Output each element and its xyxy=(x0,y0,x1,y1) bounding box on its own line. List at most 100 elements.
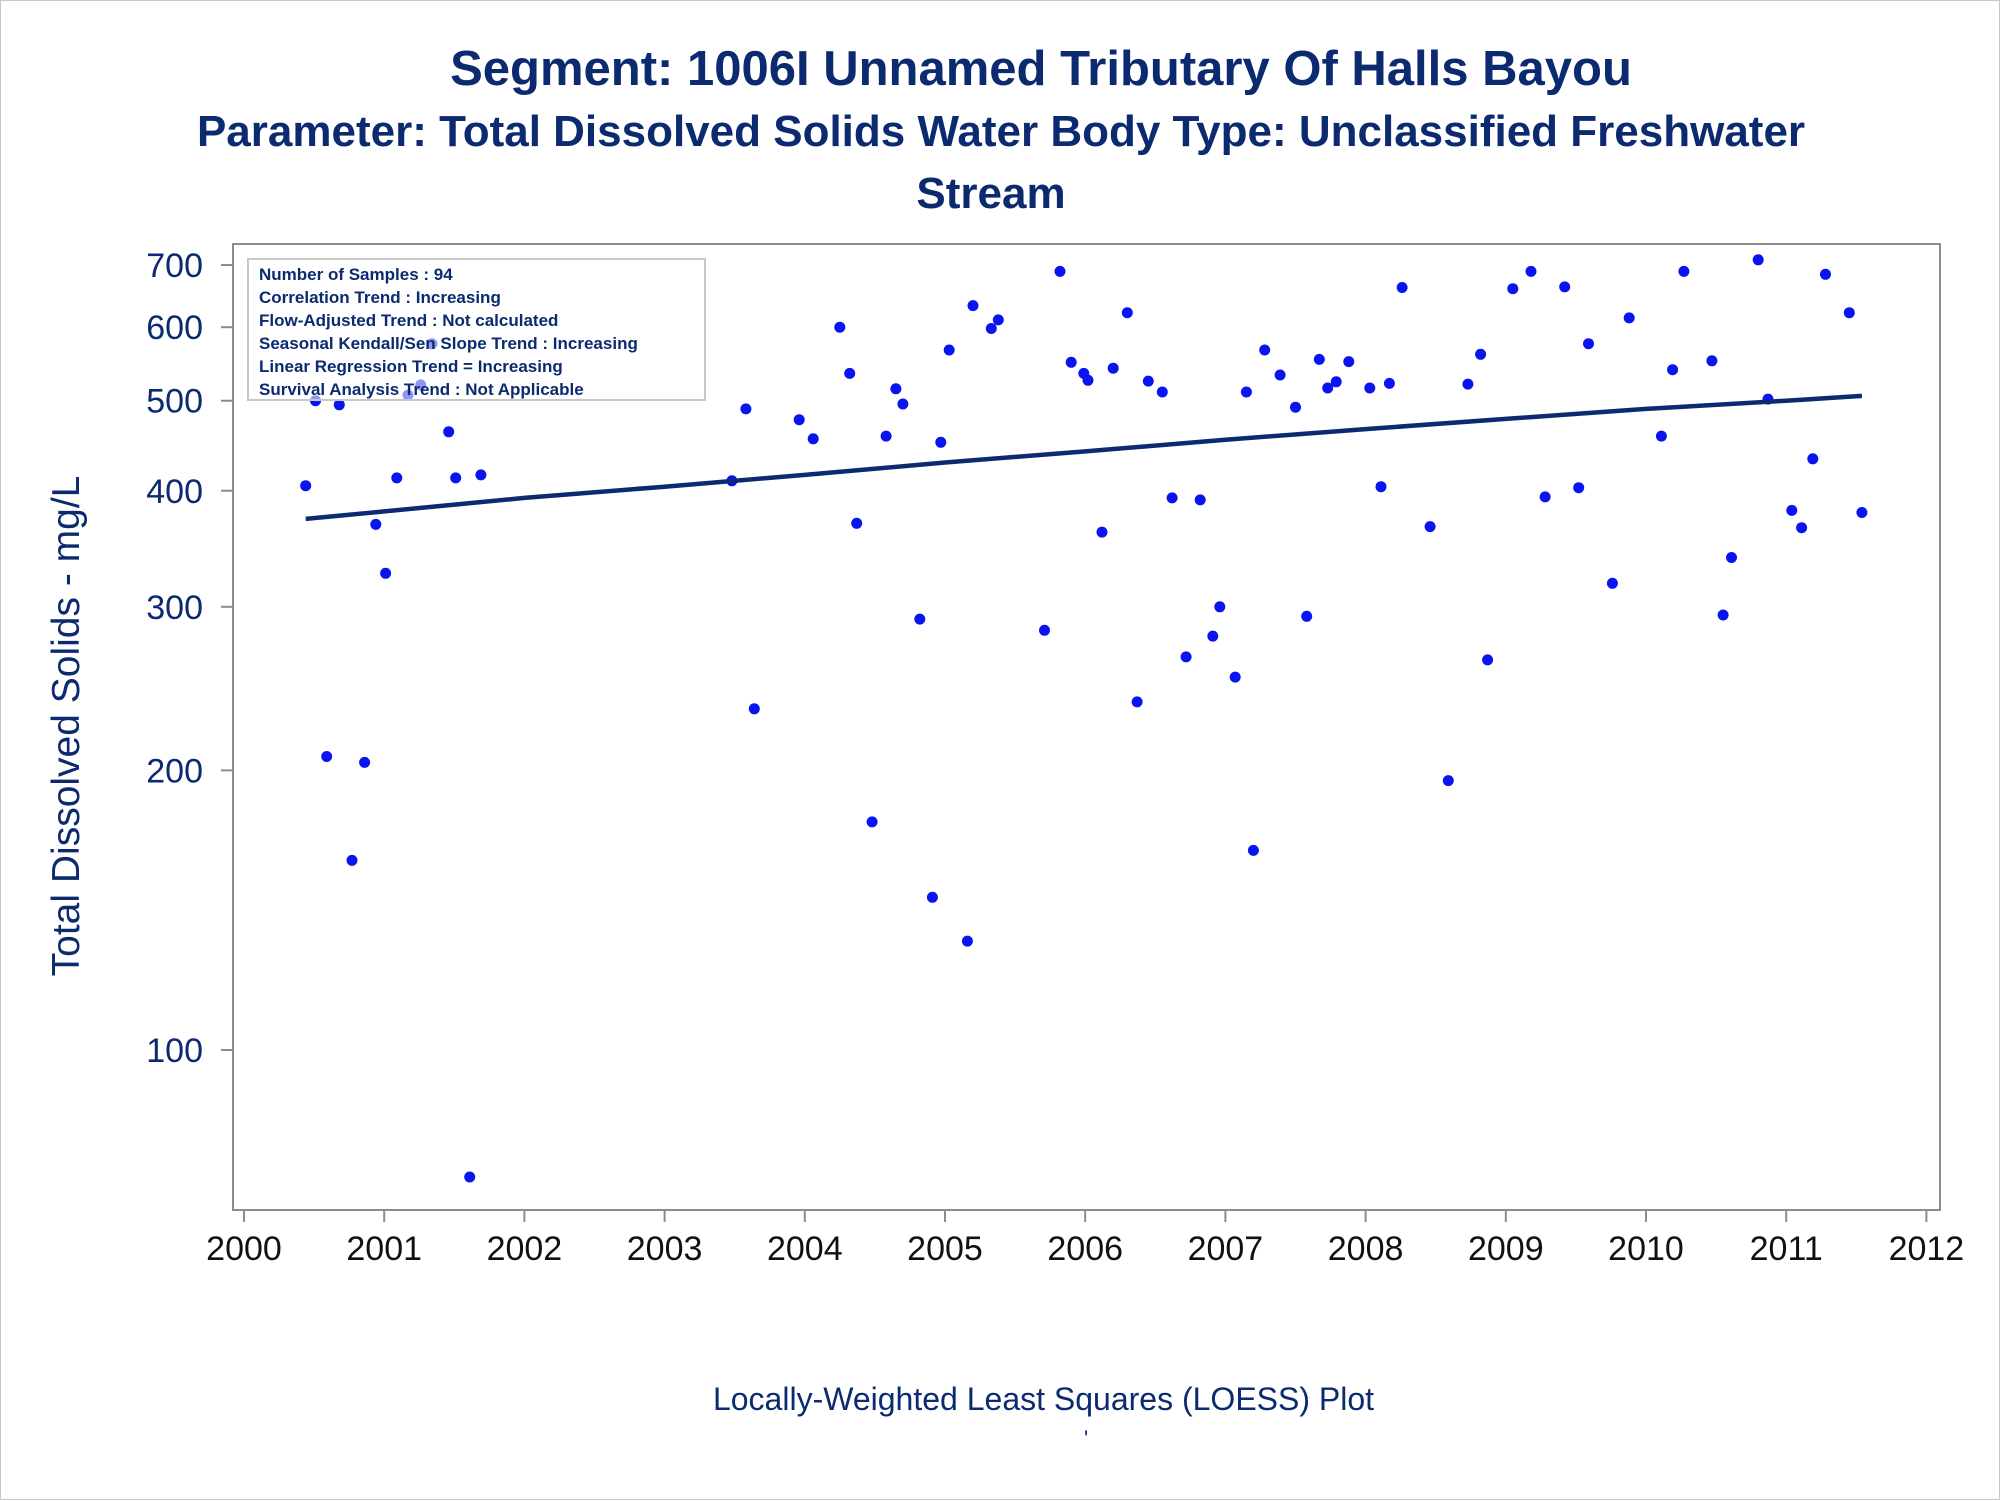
data-point xyxy=(1375,481,1387,493)
y-tick-label: 100 xyxy=(146,1032,203,1070)
x-tick-label: 2008 xyxy=(1328,1230,1404,1268)
y-tick-label: 300 xyxy=(146,589,203,627)
stats-line: Flow-Adjusted Trend : Not calculated xyxy=(259,311,558,330)
data-point xyxy=(1207,630,1219,642)
data-point xyxy=(475,469,487,481)
chart-title: Segment: 1006I Unnamed Tributary Of Hall… xyxy=(450,42,1632,96)
data-point xyxy=(1424,521,1436,533)
data-point xyxy=(748,703,760,715)
x-tick-label: 2009 xyxy=(1468,1230,1544,1268)
data-point xyxy=(1717,609,1729,621)
data-point xyxy=(961,935,973,947)
data-point xyxy=(1396,282,1408,293)
data-point xyxy=(926,891,938,903)
data-point xyxy=(1096,526,1108,538)
data-point xyxy=(866,816,878,828)
data-point xyxy=(1054,265,1066,277)
data-point xyxy=(740,403,752,415)
x-tick-label: 2000 xyxy=(206,1230,282,1268)
stats-line: Seasonal Kendall/Sen Slope Trend : Incre… xyxy=(259,334,638,353)
series-layer xyxy=(300,254,1868,1183)
data-point xyxy=(1726,552,1737,563)
data-point xyxy=(443,426,455,438)
data-point xyxy=(1166,492,1178,504)
data-point xyxy=(1820,268,1831,280)
data-point xyxy=(1462,378,1474,390)
x-tick-label: 2004 xyxy=(767,1230,843,1268)
data-point xyxy=(890,383,902,395)
data-point xyxy=(1807,453,1819,465)
data-point xyxy=(943,344,955,356)
data-point xyxy=(359,756,371,768)
chart-subtitle: Parameter: Total Dissolved Solids Water … xyxy=(196,107,1806,156)
data-point xyxy=(880,430,892,442)
data-point xyxy=(1786,504,1798,516)
data-point xyxy=(1142,375,1154,387)
data-point xyxy=(1274,369,1286,381)
data-point xyxy=(807,433,819,445)
data-point xyxy=(1131,696,1143,708)
data-point xyxy=(1180,651,1192,663)
data-point xyxy=(450,472,462,484)
data-point xyxy=(1065,356,1077,368)
stats-line: Survival Analysis Trend : Not Applicable xyxy=(259,380,584,399)
y-tick-label: 600 xyxy=(146,309,203,347)
stats-line: Linear Regression Trend = Increasing xyxy=(259,357,563,376)
data-point xyxy=(1240,386,1252,398)
data-point xyxy=(380,567,392,579)
x-tick-label: 2012 xyxy=(1889,1230,1965,1268)
data-point xyxy=(992,314,1004,326)
data-point xyxy=(1107,362,1119,374)
data-point xyxy=(1442,775,1454,787)
data-point xyxy=(1583,338,1594,350)
data-point xyxy=(1706,355,1718,367)
data-point xyxy=(1655,430,1667,442)
data-point xyxy=(1539,491,1551,503)
data-point xyxy=(967,300,979,312)
x-tick-label: 2005 xyxy=(907,1230,983,1268)
data-point xyxy=(1573,482,1585,494)
x-tick-label: 2003 xyxy=(627,1230,703,1268)
data-point xyxy=(1752,254,1764,266)
plot-area-border xyxy=(232,243,1941,1211)
stats-box: Number of Samples : 94 Correlation Trend … xyxy=(247,258,706,401)
data-point xyxy=(1678,265,1690,277)
y-tick-label: 700 xyxy=(146,247,203,285)
x-tick-label: 2001 xyxy=(346,1230,422,1268)
data-point xyxy=(1156,386,1168,398)
data-point xyxy=(1475,348,1487,360)
y-tick-label: 400 xyxy=(146,473,203,511)
data-point xyxy=(1039,624,1050,636)
data-point xyxy=(321,751,333,762)
y-axis-label: Total Dissolved Solids - mg/L xyxy=(45,476,88,977)
data-point xyxy=(1482,654,1494,666)
data-point xyxy=(1383,377,1395,389)
loess-trend-line xyxy=(305,393,1863,522)
x-tick-label: 2006 xyxy=(1047,1230,1123,1268)
y-tick-label: 200 xyxy=(146,752,203,790)
stats-line: Number of Samples : 94 xyxy=(259,265,453,284)
data-point xyxy=(1229,671,1241,683)
data-point xyxy=(1313,353,1325,365)
data-point xyxy=(935,436,947,448)
data-point xyxy=(1121,307,1133,319)
chart-footnote: Locally-Weighted Least Squares (LOESS) P… xyxy=(712,1381,1375,1417)
y-tick-label: 500 xyxy=(146,383,203,421)
data-point xyxy=(300,480,312,492)
data-point xyxy=(1322,382,1334,394)
data-point xyxy=(1290,401,1301,413)
data-point xyxy=(985,323,997,334)
data-point xyxy=(1214,601,1226,613)
x-tick-label: 2007 xyxy=(1188,1230,1264,1268)
data-point xyxy=(346,854,358,866)
footnote-mark: ' xyxy=(1084,1426,1089,1451)
stats-box-border xyxy=(247,258,706,401)
y-axis: 100 200 300 400 500 600 700 xyxy=(146,247,233,1070)
data-point xyxy=(834,321,846,333)
data-point xyxy=(897,398,909,410)
x-tick-label: 2011 xyxy=(1750,1230,1823,1268)
x-tick-label: 2002 xyxy=(487,1230,563,1268)
data-point xyxy=(1623,312,1635,324)
